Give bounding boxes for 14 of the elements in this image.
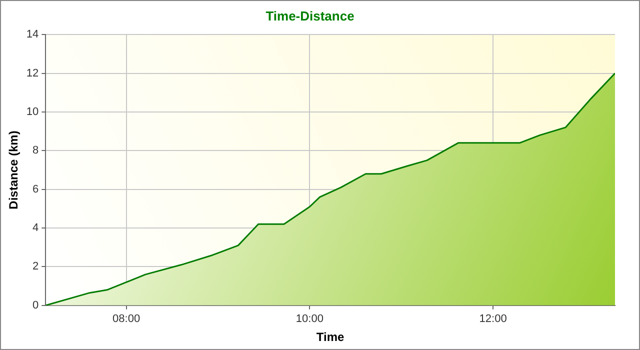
x-tick-label: 10:00 bbox=[296, 313, 324, 326]
y-tick-label: 12 bbox=[26, 67, 39, 80]
y-tick-label: 6 bbox=[32, 183, 39, 196]
x-tick-label: 08:00 bbox=[112, 313, 140, 326]
x-tick-label: 12:00 bbox=[479, 313, 507, 326]
y-tick-label: 14 bbox=[26, 28, 39, 41]
chart-title: Time-Distance bbox=[266, 8, 354, 24]
y-tick-label: 0 bbox=[32, 299, 39, 312]
y-axis-title: Distance (km) bbox=[6, 130, 21, 210]
y-tick-label: 2 bbox=[32, 260, 39, 273]
x-axis-title: Time bbox=[316, 330, 345, 344]
y-tick-label: 4 bbox=[32, 222, 39, 234]
y-tick-label: 8 bbox=[32, 144, 39, 157]
y-tick-label: 10 bbox=[26, 106, 39, 118]
